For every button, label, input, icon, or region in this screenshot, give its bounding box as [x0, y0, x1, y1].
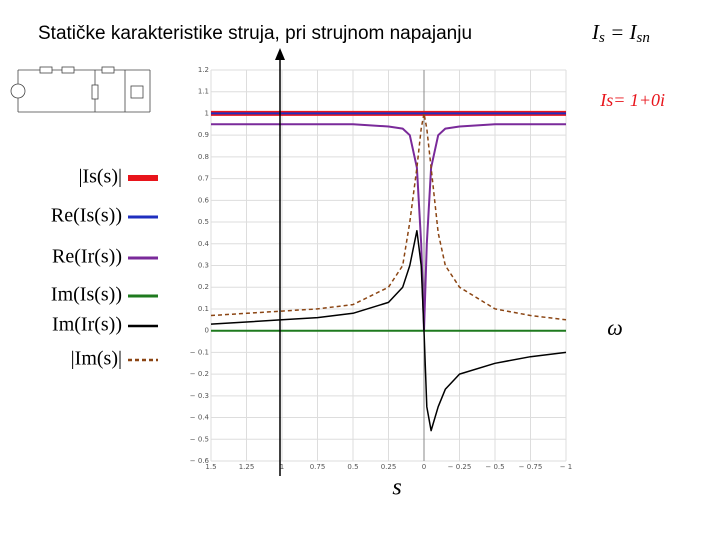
x-tick-label: 0: [422, 463, 426, 471]
y-tick-label: 1.2: [198, 66, 209, 74]
legend-label: Re(Is(s)): [51, 205, 122, 227]
plot: [210, 110, 567, 432]
annotation: Is= 1+0i: [599, 90, 665, 110]
x-tick-label: 1.5: [205, 463, 216, 471]
x-tick-label: 0.25: [381, 463, 397, 471]
y-tick-label: 0.2: [198, 283, 209, 291]
series-line: [211, 123, 566, 332]
y-tick-label: − 0.2: [190, 370, 209, 378]
legend-label: Im(Ir(s)): [52, 314, 122, 336]
formula-part: sn: [637, 30, 650, 46]
y-tick-label: − 0.1: [190, 348, 209, 356]
formula-part: =: [605, 20, 630, 44]
y-tick-label: 0.9: [198, 131, 209, 139]
y-tick-label: 0.7: [198, 175, 209, 183]
legend-label: Re(Ir(s)): [52, 246, 122, 268]
y-tick-label: 0.8: [198, 153, 209, 161]
legend-label: |Im(s)|: [71, 348, 122, 370]
grid: − 0.6 − 0.5 − 0.4 − 0.3 − 0.2 − 0.1 0 0.1 0.2 0.3…: [190, 66, 573, 471]
y-tick-label: 0: [205, 327, 209, 335]
formula-part: I: [629, 20, 638, 44]
y-tick-label: − 0.6: [190, 457, 210, 465]
y-tick-label: − 0.3: [190, 392, 209, 400]
formula-part: s: [599, 30, 605, 46]
y-tick-label: 1.1: [198, 88, 209, 96]
legend-label: |Is(s)|: [78, 166, 122, 188]
y-tick-label: 0.1: [198, 305, 209, 313]
y-tick-label: − 0.5: [190, 435, 209, 443]
x-tick-label: 0.75: [310, 463, 326, 471]
circuit-diagram: [10, 62, 160, 120]
y-tick-label: 1: [205, 109, 209, 117]
y-tick-label: − 0.4: [190, 414, 210, 422]
x-tick-label: 0.5: [347, 463, 358, 471]
legend-label: Im(Is(s)): [51, 284, 122, 306]
y-tick-label: 0.3: [198, 262, 209, 270]
x-tick-label: − 0.25: [448, 463, 472, 471]
x-tick-label: 1.25: [239, 463, 255, 471]
series-line: [210, 229, 567, 432]
title-formula: Is = Isn: [591, 20, 650, 47]
x-tick-label: − 0.75: [519, 463, 543, 471]
formula-part: I: [591, 20, 600, 44]
legend: |Is(s)| Re(Is(s)) Re(Ir(s)) Im(Is(s)) Im(Ir(…: [51, 166, 158, 370]
axis-arrow: [275, 48, 285, 60]
title: Statičke karakteristike struja, pri stru…: [38, 23, 472, 44]
series-line: [210, 112, 567, 321]
x-tick-label: − 0.5: [485, 463, 504, 471]
y-tick-label: 0.4: [198, 240, 210, 248]
x-tick-label: 1: [280, 463, 284, 471]
y-tick-label: 0.5: [198, 218, 209, 226]
omega-label: ω: [607, 315, 623, 340]
x-label: s: [392, 475, 401, 501]
x-tick-label: − 1: [560, 463, 573, 471]
y-tick-label: 0.6: [198, 196, 210, 204]
